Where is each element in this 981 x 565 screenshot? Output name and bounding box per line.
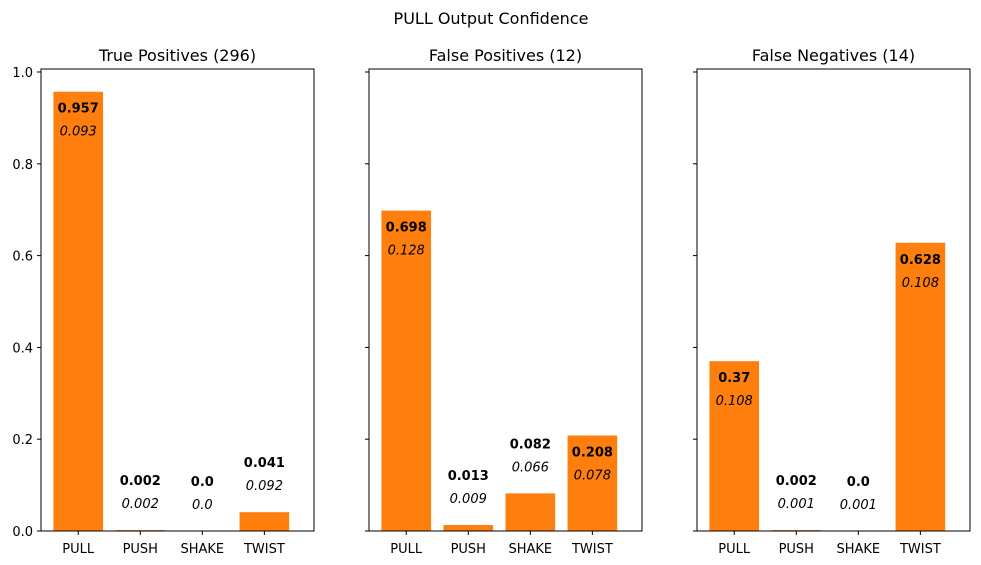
value-label: 0.0 bbox=[847, 475, 870, 490]
y-tick-label: 0.0 bbox=[12, 525, 33, 540]
panel-title: False Positives (12) bbox=[429, 46, 582, 65]
chart-title: PULL Output Confidence bbox=[394, 9, 589, 28]
x-tick-label: PULL bbox=[390, 542, 423, 557]
bar-twist bbox=[567, 435, 618, 531]
x-tick-label: PUSH bbox=[451, 542, 486, 557]
y-tick-label: 1.0 bbox=[12, 66, 33, 81]
value-label: 0.628 bbox=[900, 253, 941, 268]
std-label: 0.002 bbox=[122, 497, 159, 512]
bar-push bbox=[443, 525, 494, 531]
panel-3: 0.37 0.108 PULL 0.002 0.001 PUSH 0.0 0.001 SHAKE… bbox=[693, 46, 971, 557]
panel-title: False Negatives (14) bbox=[752, 46, 915, 65]
value-label: 0.698 bbox=[386, 221, 427, 236]
x-tick-label: TWIST bbox=[899, 542, 941, 557]
plot-frame bbox=[368, 68, 643, 532]
x-tick-label: PUSH bbox=[779, 542, 814, 557]
panel-title: True Positives (296) bbox=[98, 46, 256, 65]
x-tick-label: SHAKE bbox=[836, 542, 880, 557]
bar-pull bbox=[381, 210, 432, 531]
x-tick-label: TWIST bbox=[243, 542, 285, 557]
std-label: 0.092 bbox=[246, 479, 283, 494]
value-label: 0.082 bbox=[510, 437, 551, 452]
panel-2: 0.698 0.128 PULL 0.013 0.009 PUSH 0.082 0.066 SH… bbox=[365, 46, 643, 557]
std-label: 0.001 bbox=[840, 498, 877, 513]
std-label: 0.128 bbox=[388, 244, 425, 259]
panels: 0.9570.093PULL0.0020.002PUSH0.00.0SHAKE0… bbox=[12, 46, 971, 557]
bar-twist bbox=[895, 242, 946, 531]
bar-pull bbox=[709, 361, 760, 531]
plot-frame bbox=[696, 68, 971, 532]
value-label: 0.208 bbox=[572, 446, 613, 461]
std-label: 0.0 bbox=[192, 498, 213, 513]
value-label: 0.37 bbox=[718, 371, 750, 386]
std-label: 0.093 bbox=[60, 125, 97, 140]
value-label: 0.002 bbox=[120, 474, 161, 489]
y-tick-label: 0.2 bbox=[12, 433, 33, 448]
y-tick-label: 0.4 bbox=[12, 341, 33, 356]
x-tick-label: PULL bbox=[718, 542, 751, 557]
value-label: 0.002 bbox=[776, 474, 817, 489]
bar-pull bbox=[53, 91, 104, 532]
value-label: 0.041 bbox=[244, 456, 285, 471]
value-label: 0.013 bbox=[448, 469, 489, 484]
plot-frame bbox=[40, 68, 315, 532]
value-label: 0.957 bbox=[58, 102, 99, 117]
x-tick-label: TWIST bbox=[571, 542, 613, 557]
x-tick-label: PULL bbox=[62, 542, 95, 557]
std-label: 0.066 bbox=[512, 460, 549, 475]
std-label: 0.009 bbox=[450, 492, 487, 507]
std-label: 0.078 bbox=[574, 469, 611, 484]
x-tick-label: PUSH bbox=[123, 542, 158, 557]
std-label: 0.001 bbox=[778, 497, 815, 512]
panel-1: 0.957 0.093 PULL 0.002 0.002 PUSH 0.0 0.0 SHAKE 0… bbox=[12, 46, 315, 557]
bar-shake bbox=[505, 493, 556, 531]
bar-twist bbox=[239, 512, 290, 531]
y-tick-label: 0.6 bbox=[12, 250, 33, 265]
std-label: 0.108 bbox=[716, 394, 753, 409]
value-label: 0.0 bbox=[191, 475, 214, 490]
y-tick-label: 0.8 bbox=[12, 158, 33, 173]
std-label: 0.108 bbox=[902, 276, 939, 291]
x-tick-label: SHAKE bbox=[508, 542, 552, 557]
x-tick-label: SHAKE bbox=[180, 542, 224, 557]
